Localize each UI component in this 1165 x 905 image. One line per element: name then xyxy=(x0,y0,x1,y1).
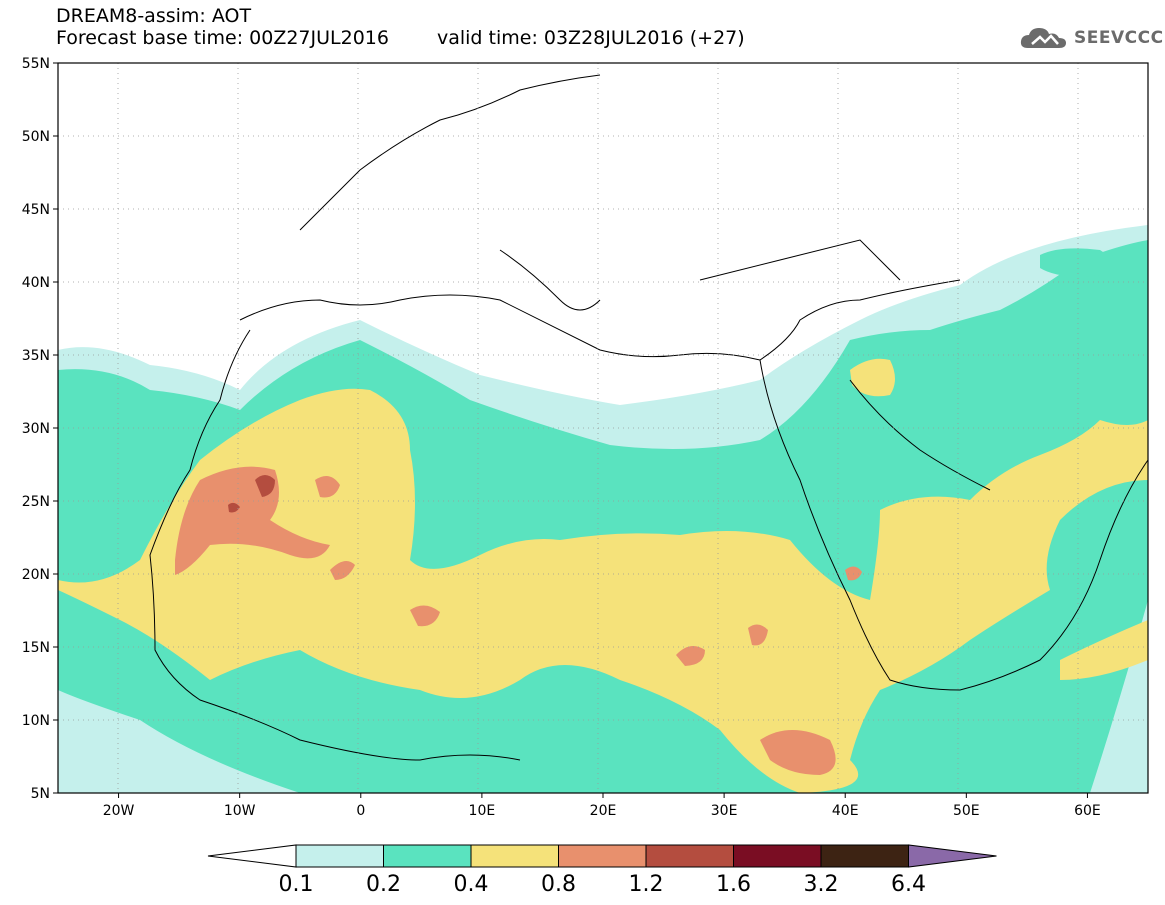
lon-tick-label: 0 xyxy=(356,803,365,819)
lon-tick-label: 60E xyxy=(1074,803,1101,819)
coastlines xyxy=(149,74,1148,761)
colorbar-label: 0.4 xyxy=(454,872,489,897)
lat-tick-label: 5N xyxy=(31,786,50,802)
lat-tick-label: 20N xyxy=(22,567,50,583)
time-info: Forecast base time: 00Z27JUL2016 valid ti… xyxy=(56,28,745,48)
lon-tick-label: 50E xyxy=(953,803,980,819)
colorbar-swatch xyxy=(470,844,559,868)
lon-tick-label: 30E xyxy=(711,803,738,819)
lat-tick-label: 35N xyxy=(22,348,50,364)
grid-lines xyxy=(58,63,1148,793)
colorbar-swatch xyxy=(558,844,647,868)
colorbar-label: 3.2 xyxy=(804,872,839,897)
aot-field-1.2 xyxy=(228,475,275,513)
colorbar-swatch xyxy=(733,844,822,868)
lon-tick-label: 20E xyxy=(590,803,617,819)
lon-tick-label: 40E xyxy=(832,803,859,819)
lat-tick-label: 55N xyxy=(22,56,50,72)
colorbar-label: 1.2 xyxy=(629,872,664,897)
lat-tick-label: 30N xyxy=(22,421,50,437)
colorbar-swatch xyxy=(295,844,384,868)
valid-time: valid time: 03Z28JUL2016 (+27) xyxy=(436,27,745,49)
colorbar-label: 0.1 xyxy=(279,872,314,897)
colorbar-label: 1.6 xyxy=(716,872,751,897)
aot-field-0.8 xyxy=(175,466,862,775)
lat-tick-label: 45N xyxy=(22,202,50,218)
logo-text: SEEVCCC xyxy=(1074,28,1164,48)
lat-tick-label: 10N xyxy=(22,713,50,729)
lat-tick-label: 25N xyxy=(22,494,50,510)
lon-tick-label: 10W xyxy=(224,803,256,819)
lat-tick-label: 40N xyxy=(22,275,50,291)
colorbar: 0.1 0.2 0.4 0.8 1.2 1.6 3.2 6.4 xyxy=(207,844,997,897)
seevccc-logo: SEEVCCC xyxy=(1018,24,1164,52)
colorbar-label: 0.2 xyxy=(366,872,401,897)
map-panel xyxy=(58,63,1148,793)
colorbar-label: 6.4 xyxy=(891,872,926,897)
colorbar-label: 0.8 xyxy=(541,872,576,897)
lat-tick-label: 50N xyxy=(22,129,50,145)
colorbar-swatch xyxy=(820,844,909,868)
colorbar-swatch xyxy=(383,844,472,868)
lon-tick-label: 20W xyxy=(103,803,135,819)
lon-tick-label: 10E xyxy=(469,803,496,819)
lat-tick-label: 15N xyxy=(22,640,50,656)
cloud-logo-icon xyxy=(1020,28,1066,48)
colorbar-swatch xyxy=(645,844,734,868)
colorbar-arrow-high xyxy=(908,844,997,868)
colorbar-arrow-low xyxy=(207,844,297,868)
longitude-axis: 20W 10W 0 10E 20E 30E 40E 50E 60E xyxy=(103,793,1101,819)
latitude-axis: 55N 50N 45N 40N 35N 30N 25N 20N 15N 10N 5N xyxy=(22,56,58,802)
base-time: Forecast base time: 00Z27JUL2016 xyxy=(56,27,389,49)
map-title: DREAM8-assim: AOT xyxy=(56,5,252,27)
